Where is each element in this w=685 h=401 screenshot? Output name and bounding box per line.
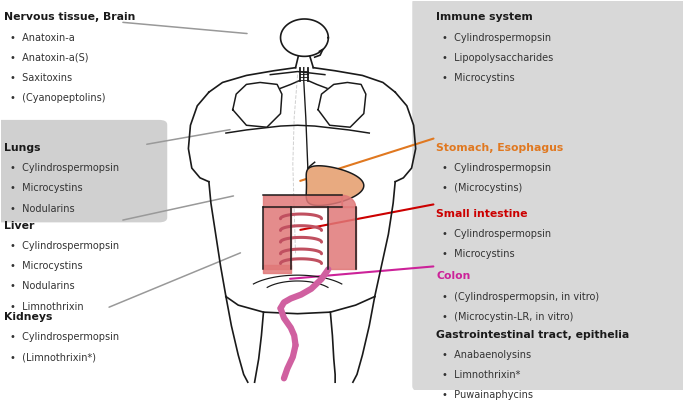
FancyBboxPatch shape — [412, 0, 685, 392]
Text: •  (Cyanopeptolins): • (Cyanopeptolins) — [10, 93, 105, 103]
Text: Gastrointestinal tract, epithelia: Gastrointestinal tract, epithelia — [436, 330, 630, 340]
Text: •  Lipopolysaccharides: • Lipopolysaccharides — [442, 53, 553, 63]
Text: •  Cylindrospermopsin: • Cylindrospermopsin — [10, 163, 119, 173]
Text: •  Anabaenolysins: • Anabaenolysins — [442, 350, 531, 360]
Polygon shape — [306, 166, 364, 205]
Text: Nervous tissue, Brain: Nervous tissue, Brain — [4, 12, 136, 22]
Text: •  Limnothrixin: • Limnothrixin — [10, 302, 83, 312]
Text: •  Limnothrixin*: • Limnothrixin* — [442, 370, 520, 380]
Text: Lungs: Lungs — [4, 143, 40, 153]
Text: •  Nodularins: • Nodularins — [10, 204, 74, 213]
Text: •  Microcystins: • Microcystins — [442, 73, 514, 83]
Text: •  Cylindrospermopsin: • Cylindrospermopsin — [10, 241, 119, 251]
Text: •  Saxitoxins: • Saxitoxins — [10, 73, 72, 83]
Text: •  (Microcystin-LR, in vitro): • (Microcystin-LR, in vitro) — [442, 312, 573, 322]
Text: •  (Cylindrospermopsin, in vitro): • (Cylindrospermopsin, in vitro) — [442, 292, 599, 302]
Polygon shape — [342, 195, 356, 207]
Text: Liver: Liver — [4, 221, 34, 231]
Text: Kidneys: Kidneys — [4, 312, 53, 322]
Text: Stomach, Esophagus: Stomach, Esophagus — [436, 143, 563, 153]
Text: Immune system: Immune system — [436, 12, 533, 22]
Text: •  Microcystins: • Microcystins — [442, 249, 514, 259]
Text: •  Microcystins: • Microcystins — [10, 183, 82, 193]
Text: •  Cylindrospermopsin: • Cylindrospermopsin — [442, 32, 551, 43]
Text: •  Cylindrospermopsin: • Cylindrospermopsin — [442, 229, 551, 239]
Text: •  Puwainaphycins: • Puwainaphycins — [442, 391, 533, 400]
Text: •  (Limnothrixin*): • (Limnothrixin*) — [10, 352, 96, 363]
Text: •  Nodularins: • Nodularins — [10, 282, 74, 292]
Text: Small intestine: Small intestine — [436, 209, 527, 219]
Text: •  Anatoxin-a: • Anatoxin-a — [10, 32, 74, 43]
Text: Colon: Colon — [436, 271, 471, 281]
Text: •  (Microcystins): • (Microcystins) — [442, 183, 522, 193]
FancyBboxPatch shape — [0, 120, 167, 223]
Text: •  Microcystins: • Microcystins — [10, 261, 82, 271]
Text: •  Cylindrospermopsin: • Cylindrospermopsin — [442, 163, 551, 173]
Text: •  Anatoxin-a(S): • Anatoxin-a(S) — [10, 53, 88, 63]
Text: •  Cylindrospermopsin: • Cylindrospermopsin — [10, 332, 119, 342]
